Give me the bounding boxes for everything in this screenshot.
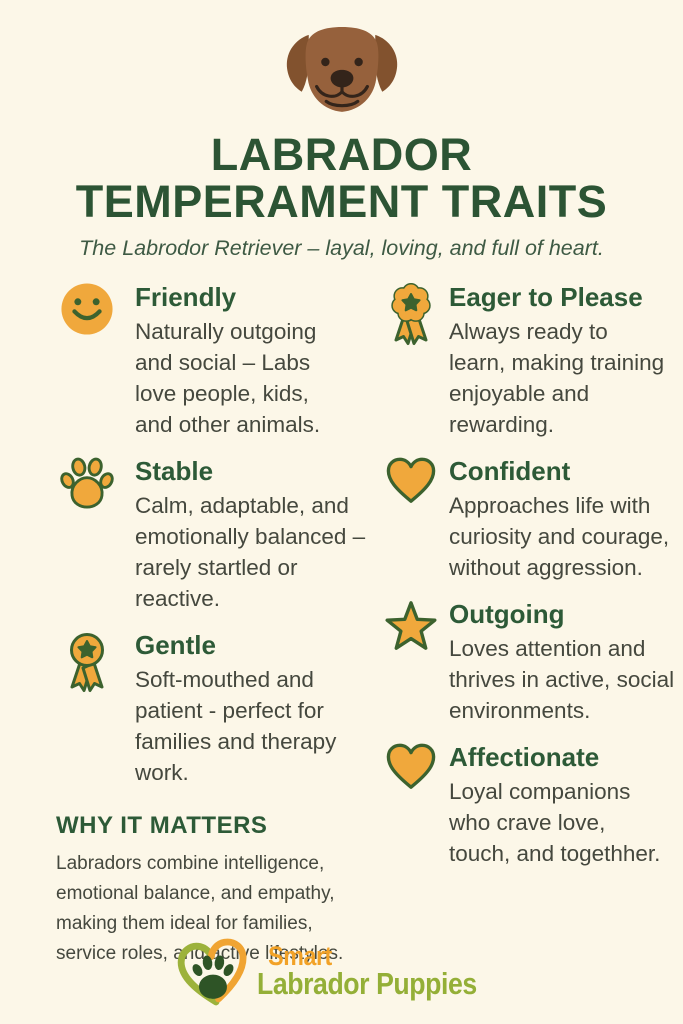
heart-paw-logo-icon [177,938,247,1006]
footer-brand: Smart Labrador Puppies [0,930,683,1012]
why-heading: WHY IT MATTERS [56,812,268,839]
trait-eager-to-please: Eager to Please Always ready to learn, m… [383,282,675,440]
trait-text: Outgoing Loves attention and thrives in … [439,599,674,726]
trait-description: Soft-mouthed and patient - perfect for f… [135,667,337,785]
trait-stable: Stable Calm, adaptable, and emotionally … [56,456,383,614]
trait-title: Affectionate [449,742,600,772]
right-column: Eager to Please Always ready to learn, m… [383,282,675,969]
header: LABRADOR TEMPERAMENT TRAITS The Labrodor… [0,0,683,261]
rosette-medal-icon [56,630,118,694]
trait-description: Approaches life with curiosity and coura… [449,493,670,580]
traits-grid: Friendly Naturally outgoing and social –… [0,282,683,969]
trait-description: Loyal companions who crave love, touch, … [449,779,661,866]
trait-gentle: Gentle Soft-mouthed and patient - perfec… [56,630,383,788]
brand-name-line2: Labrador Puppies [256,965,477,1001]
trait-title: Confident [449,456,571,486]
trait-text: Gentle Soft-mouthed and patient - perfec… [118,630,336,788]
trait-title: Outgoing [449,599,565,629]
trait-title: Friendly [135,282,237,312]
trait-title: Eager to Please [449,282,643,312]
page-title: LABRADOR TEMPERAMENT TRAITS [0,131,683,225]
trait-friendly: Friendly Naturally outgoing and social –… [56,282,383,440]
why-body: Labradors combine intelligence, emotiona… [56,853,344,964]
why-it-matters: WHY IT MATTERS Labradors combine intelli… [56,812,383,969]
trait-title: Stable [135,456,214,486]
trait-description: Loves attention and thrives in active, s… [449,636,675,723]
trait-description: Naturally outgoing and social – Labs lov… [135,319,321,437]
brand-text: Smart Labrador Puppies [256,940,477,1001]
trait-text: Friendly Naturally outgoing and social –… [118,282,320,440]
trait-text: Affectionate Loyal companions who crave … [439,742,660,869]
page-title-line1: LABRADOR [210,129,473,180]
left-column: Friendly Naturally outgoing and social –… [56,282,383,969]
trait-affectionate: Affectionate Loyal companions who crave … [383,742,675,869]
heart-icon [383,742,439,792]
trait-description: Always ready to learn, making training e… [449,319,665,437]
heart-icon [383,456,439,506]
trait-title: Gentle [135,630,216,660]
trait-text: Stable Calm, adaptable, and emotionally … [118,456,383,614]
smiley-icon [56,282,118,336]
rosette-flower-icon [383,282,439,346]
page-title-line2: TEMPERAMENT TRAITS [75,176,608,227]
trait-text: Eager to Please Always ready to learn, m… [439,282,664,440]
star-icon [383,599,439,653]
trait-text: Confident Approaches life with curiosity… [439,456,669,583]
trait-confident: Confident Approaches life with curiosity… [383,456,675,583]
paw-icon [56,456,118,510]
page-subtitle: The Labrodor Retriever – layal, loving, … [79,236,604,260]
trait-description: Calm, adaptable, and emotionally balance… [135,493,366,611]
trait-outgoing: Outgoing Loves attention and thrives in … [383,599,675,726]
brand-name-line1: Smart [267,940,332,971]
dog-head-icon [286,27,397,112]
